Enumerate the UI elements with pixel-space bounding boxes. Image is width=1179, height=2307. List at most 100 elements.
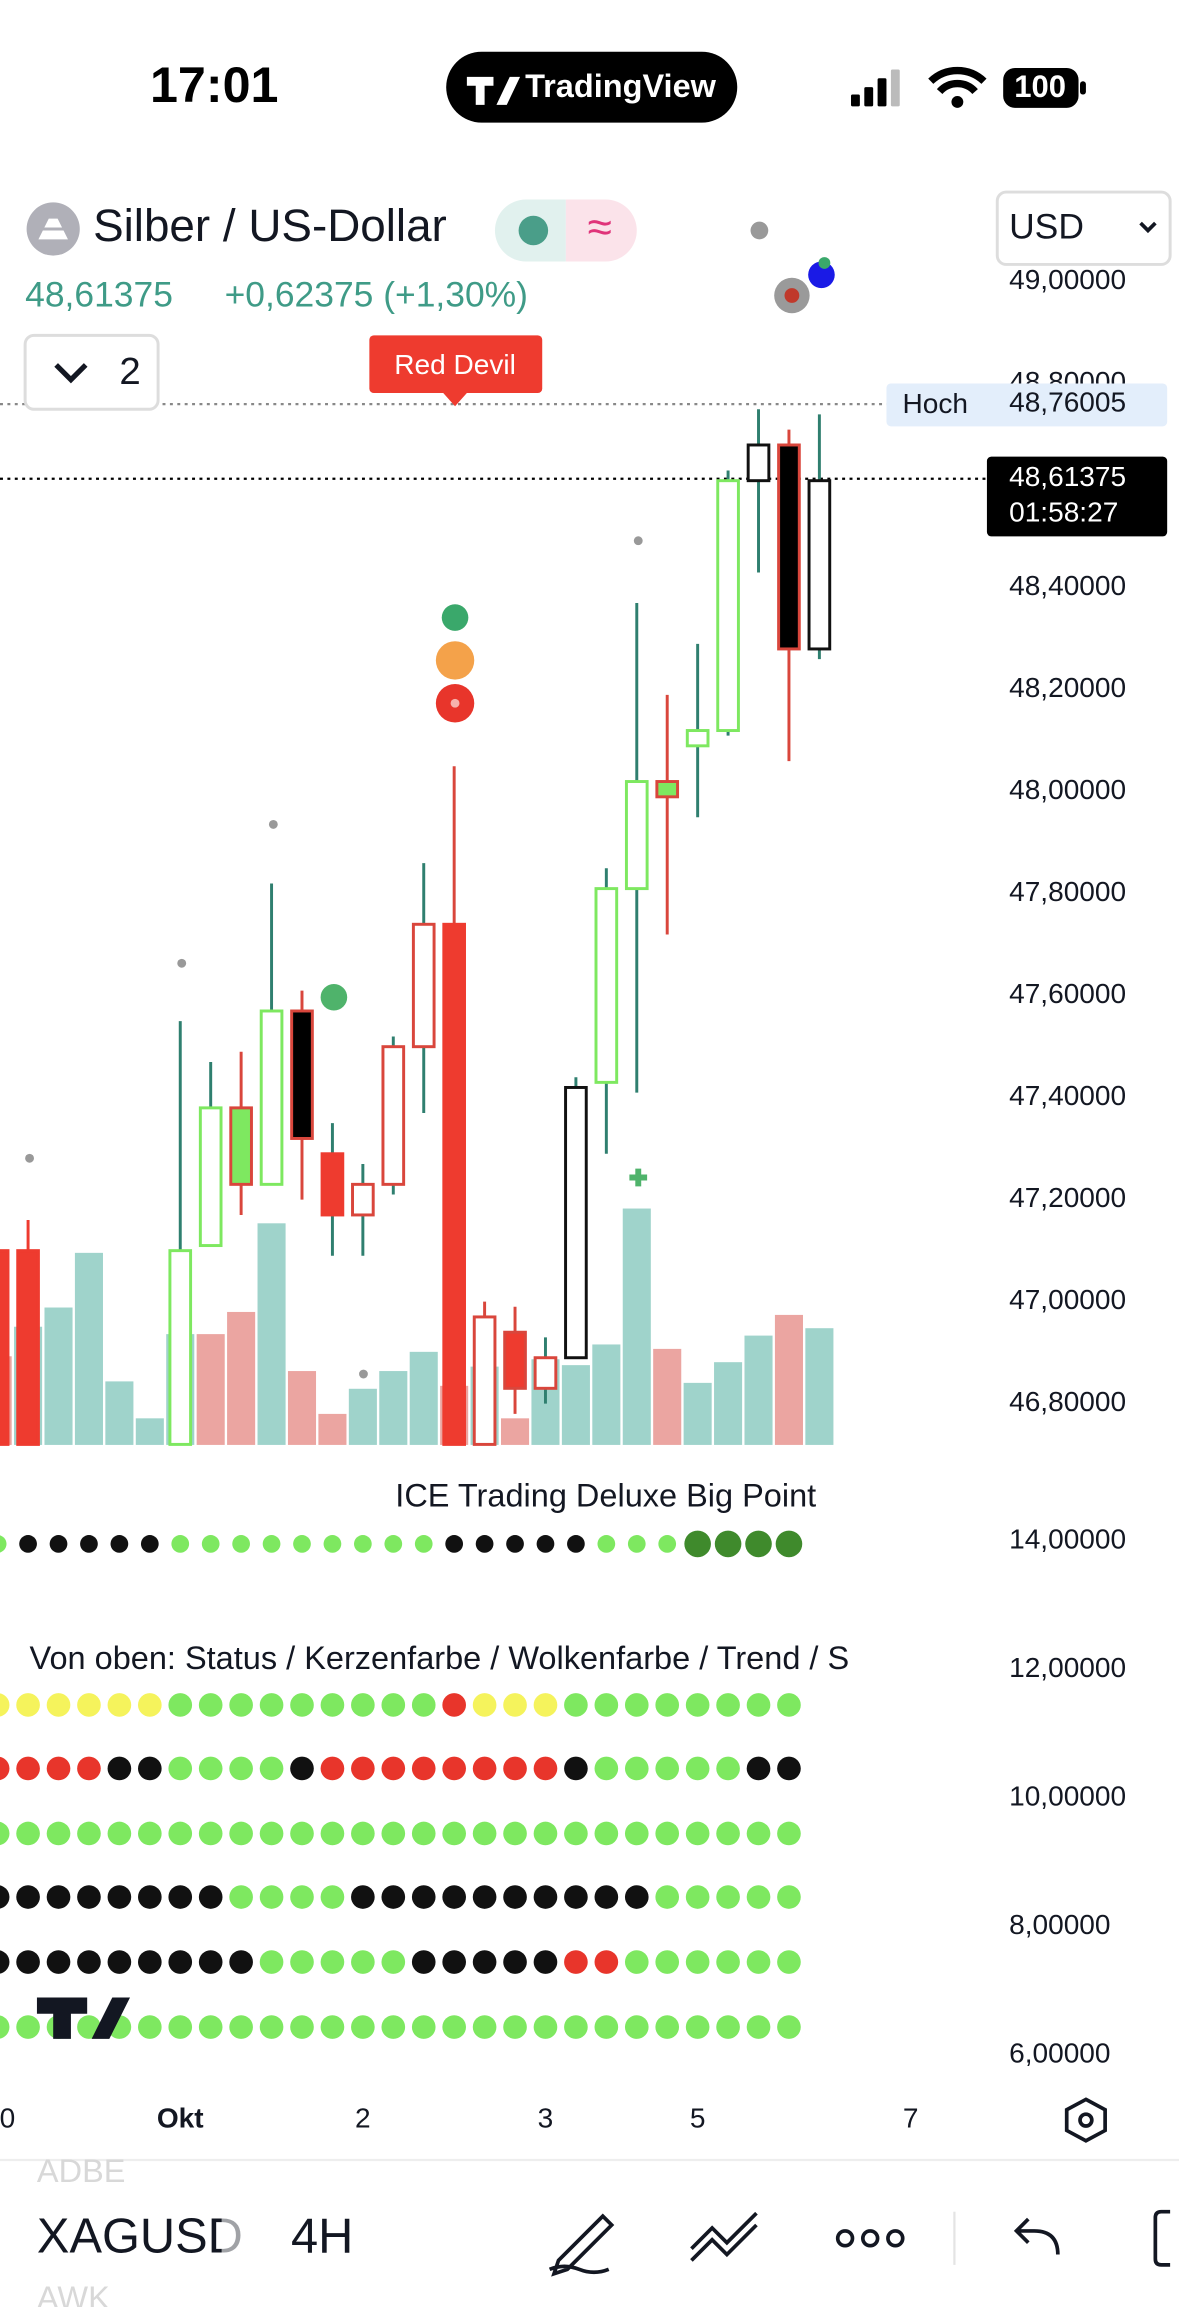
wifi-icon-dot [951, 96, 964, 108]
candle-body [198, 1106, 223, 1248]
status-pill[interactable]: ≈ [494, 199, 637, 262]
more-button[interactable] [835, 2229, 905, 2248]
candle-body [351, 1182, 375, 1217]
status-dot [381, 1756, 406, 1781]
undo-button[interactable] [1013, 2217, 1060, 2255]
big-point-dot [293, 1535, 311, 1553]
status-dot [594, 1756, 619, 1781]
signal-markers [25, 221, 835, 1379]
status-dot [624, 1885, 649, 1909]
settings-icon[interactable] [1064, 2097, 1107, 2143]
status-dot [137, 1950, 162, 1974]
status-dot [137, 1821, 162, 1846]
y-tick-label: 49,00000 [1009, 264, 1126, 295]
status-dot [564, 1950, 588, 1974]
status-dot [16, 1950, 40, 1974]
status-dot [655, 1693, 680, 1717]
status-dot [107, 1821, 132, 1846]
status-dot [0, 1950, 10, 1974]
status-dot [46, 1821, 71, 1846]
status-dot [685, 1821, 710, 1846]
status-dot [351, 1885, 375, 1909]
status-dot [564, 1821, 588, 1846]
y-tick-label: 46,80000 [1009, 1386, 1126, 1417]
last-price: 48,61375 [25, 274, 173, 314]
status-dot [624, 1693, 649, 1717]
status-dot [77, 1885, 101, 1909]
high-label: Hoch [902, 388, 968, 419]
status-dot [168, 1950, 193, 1974]
status-dot [472, 2015, 497, 2039]
status-dot [685, 1693, 710, 1717]
battery-tip [1080, 81, 1086, 95]
candle-body [0, 1249, 10, 1446]
status-dot [777, 1885, 801, 1909]
status-dot [564, 1756, 588, 1781]
app-name: TradingView [525, 68, 717, 104]
status-dot [198, 1756, 223, 1781]
indicator-tool[interactable] [690, 2211, 758, 2262]
price-change: +0,62375 (+1,30%) [225, 274, 528, 314]
status-dot [259, 1756, 284, 1781]
x-tick-label: Okt [157, 2103, 204, 2134]
big-point-dot [627, 1535, 646, 1553]
status-dot [411, 2015, 436, 2039]
currency-select[interactable] [995, 190, 1172, 266]
status-dot [137, 1756, 162, 1781]
volume-bar [257, 1223, 286, 1445]
status-dot [351, 2015, 375, 2039]
y-tick-label: 8,00000 [1009, 1909, 1110, 1940]
y-tick-label: 48,20000 [1009, 672, 1126, 703]
candle-body [746, 443, 771, 483]
signal-icon [851, 69, 900, 107]
volume-bar [44, 1307, 73, 1445]
status-dot [746, 2015, 771, 2039]
status-dot [777, 2015, 801, 2039]
status-dot [168, 1756, 193, 1781]
status-dot [0, 1885, 10, 1909]
status-dot [655, 1950, 680, 1974]
volume-bar [774, 1314, 803, 1445]
status-dot [624, 2015, 649, 2039]
big-point-dot [262, 1535, 281, 1553]
volume-bar [227, 1311, 256, 1445]
battery-level: 100 [1014, 69, 1066, 104]
fullscreen-button[interactable] [1153, 2209, 1171, 2267]
watchlist-prev[interactable]: ADBE [37, 2153, 126, 2189]
status-dot [137, 1693, 162, 1717]
volume-bar [409, 1351, 438, 1445]
status-dot [320, 1693, 345, 1717]
big-point-dot [414, 1535, 433, 1553]
status-dot [351, 1821, 375, 1846]
status-dot [168, 1693, 193, 1717]
status-dot [290, 1950, 314, 1974]
status-dot [594, 1821, 619, 1846]
status-dot [137, 1885, 162, 1909]
status-dot [351, 1756, 375, 1781]
status-dot [351, 1693, 375, 1717]
status-dot [290, 1756, 314, 1781]
candle-body [229, 1106, 253, 1186]
candle-body [564, 1085, 588, 1360]
status-dot [655, 1821, 680, 1846]
watchlist-next[interactable]: AWK [37, 2280, 110, 2307]
indicator-toggle[interactable] [23, 333, 160, 411]
candle-body [533, 1356, 558, 1390]
status-dot [229, 2015, 253, 2039]
indicator-subtitle: Von oben: Status / Kerzenfarbe / Wolkenf… [30, 1640, 850, 1676]
y-tick-label: 12,00000 [1009, 1652, 1126, 1683]
big-point-dot [353, 1535, 372, 1553]
status-dot [442, 1693, 466, 1717]
symbol-button[interactable]: XAGUSD [37, 2210, 243, 2264]
status-dot [381, 1693, 406, 1717]
symbol-name[interactable]: Silber / US-Dollar [93, 200, 447, 251]
draw-tool[interactable] [548, 2213, 615, 2277]
status-dot [0, 1756, 10, 1781]
status-dot [411, 1756, 436, 1781]
interval-button[interactable]: 4H [291, 2210, 353, 2264]
symbol-icon[interactable] [26, 202, 80, 256]
status-dot [777, 1756, 801, 1781]
big-point-dot [745, 1530, 772, 1558]
status-dot [0, 1693, 10, 1717]
